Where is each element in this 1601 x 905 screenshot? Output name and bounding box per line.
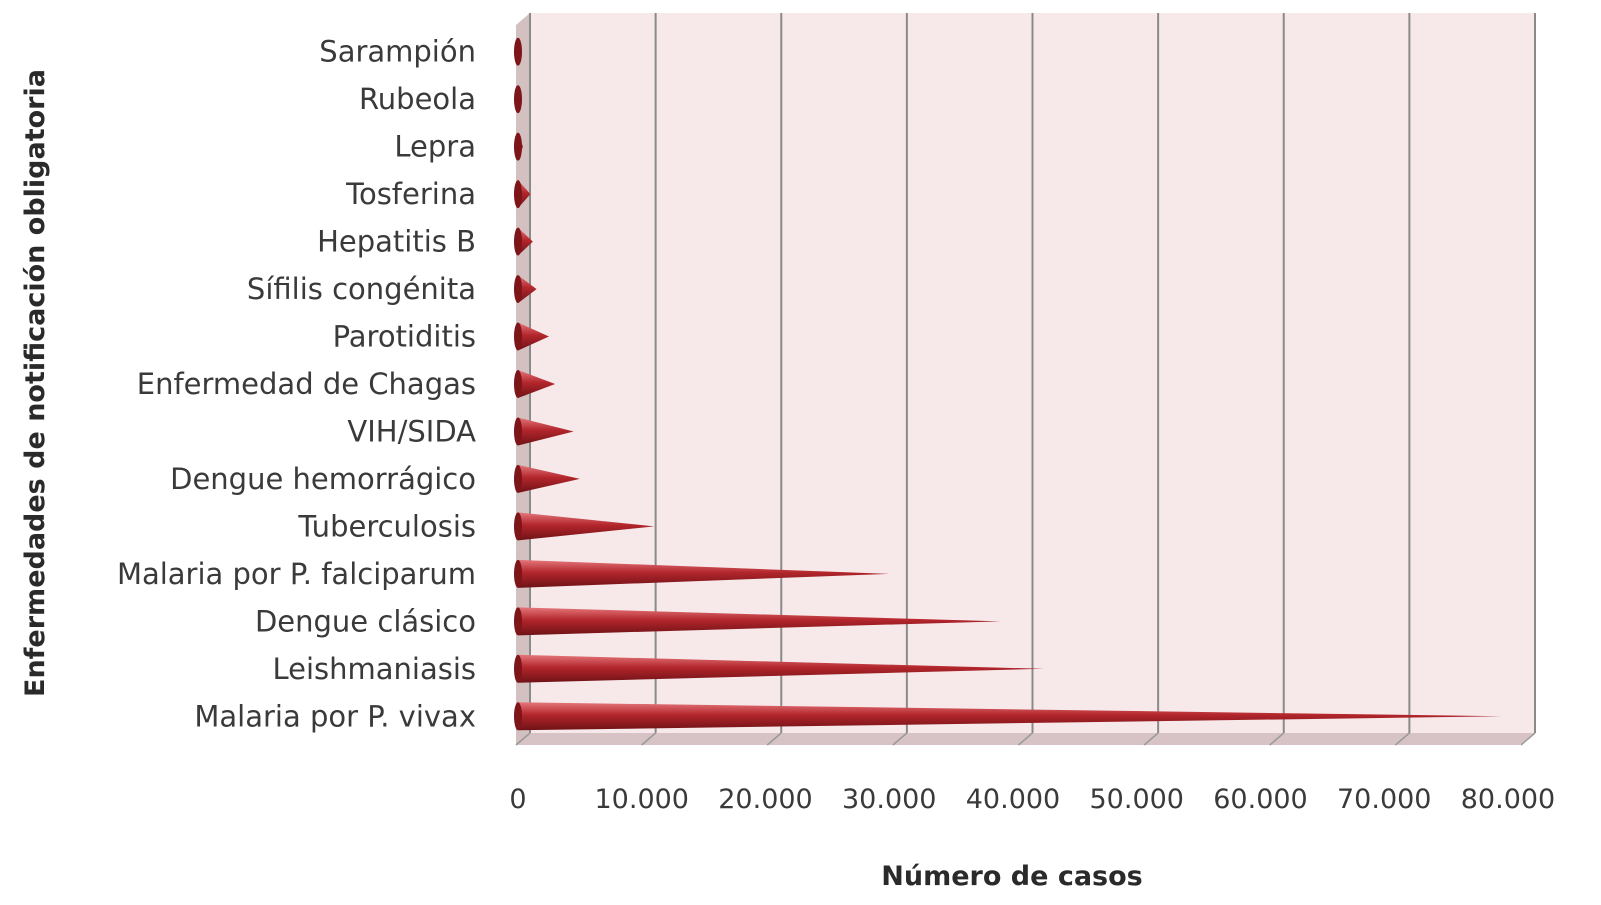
bar-cone-base: [514, 37, 522, 66]
x-tick-label-1: 10.000: [595, 784, 689, 815]
bar-8: [514, 417, 574, 446]
category-label-11: Malaria por P. falciparum: [117, 557, 476, 591]
bar-cone: [518, 654, 1044, 683]
bar-cone-base: [514, 132, 522, 161]
bar-cone: [518, 607, 1001, 636]
bar-14: [514, 702, 1502, 731]
bar-cone-base: [514, 559, 522, 588]
x-tick-label-5: 50.000: [1090, 784, 1184, 815]
category-label-1: Rubeola: [359, 82, 476, 116]
bar-cone-base: [514, 417, 522, 446]
bar-12: [514, 607, 1001, 636]
floor-tick-1: [641, 732, 657, 746]
floor-tick-0: [515, 732, 531, 746]
floor-tick-5: [1143, 732, 1159, 746]
bar-cone-base: [514, 180, 522, 209]
bar-2: [514, 132, 523, 161]
bar-cone-base: [514, 322, 522, 351]
floor-tick-3: [892, 732, 908, 746]
x-tick-label-3: 30.000: [842, 784, 936, 815]
bar-cone: [518, 370, 556, 398]
bar-cone-base: [514, 512, 522, 541]
category-label-0: Sarampión: [319, 35, 476, 69]
floor-tick-4: [1018, 732, 1033, 746]
category-label-5: Sífilis congénita: [247, 272, 476, 306]
plot-area: [516, 13, 1535, 745]
floor-tick-6: [1269, 732, 1285, 746]
bar-cone: [518, 227, 533, 256]
floor-tick-7: [1394, 732, 1410, 746]
x-tick-label-6: 60.000: [1213, 784, 1307, 815]
category-labels: Sarampión Rubeola Lepra Tosferina Hepatitis …: [117, 35, 476, 734]
x-tick-label-4: 40.000: [966, 784, 1060, 815]
bar-cone-base: [514, 275, 522, 304]
bar-3: [514, 180, 531, 209]
y-axis-title: Enfermedades de notificación obligatoria: [20, 69, 51, 697]
category-label-13: Leishmaniasis: [272, 652, 476, 686]
gridlines: [515, 13, 1536, 746]
bar-cone: [518, 322, 549, 351]
category-label-14: Malaria por P. vivax: [194, 699, 476, 733]
category-label-3: Tosferina: [345, 177, 476, 211]
bar-1: [514, 85, 522, 114]
x-tick-label-8: 80.000: [1461, 784, 1555, 815]
bar-cone-base: [514, 85, 522, 114]
category-label-4: Hepatitis B: [317, 225, 476, 259]
bar-cone-base: [514, 370, 522, 398]
bar-cone-base: [514, 464, 522, 493]
x-tick-labels: 0 10.000 20.000 30.000 40.000 50.000 60.000 70.…: [509, 784, 1555, 815]
bar-cone: [518, 275, 537, 304]
bar-cone: [518, 512, 655, 541]
bar-cone-base: [514, 654, 522, 683]
category-label-2: Lepra: [394, 130, 476, 164]
bar-cone: [518, 417, 574, 446]
bar-cone: [518, 464, 580, 493]
bars: [514, 37, 1502, 731]
bar-11: [514, 559, 890, 588]
bar-5: [514, 275, 537, 304]
category-label-8: VIH/SIDA: [347, 414, 476, 448]
bar-cone-base: [514, 702, 522, 731]
bar-10: [514, 512, 655, 541]
bar-cone: [518, 559, 890, 588]
category-label-10: Tuberculosis: [297, 509, 476, 543]
bar-cone-base: [514, 227, 522, 256]
bar-4: [514, 227, 533, 256]
x-tick-label-7: 70.000: [1337, 784, 1431, 815]
bar-7: [514, 370, 556, 398]
floor-tick-8: [1520, 732, 1536, 746]
category-label-9: Dengue hemorrágico: [170, 462, 476, 496]
bar-9: [514, 464, 580, 493]
x-axis-title: Número de casos: [881, 861, 1142, 892]
category-label-12: Dengue clásico: [255, 604, 476, 638]
category-label-6: Parotiditis: [333, 320, 476, 354]
bar-cone-base: [514, 607, 522, 636]
category-label-7: Enfermedad de Chagas: [137, 367, 476, 401]
bar-6: [514, 322, 549, 351]
bar-13: [514, 654, 1044, 683]
floor-tick-2: [766, 732, 782, 746]
bar-cone: [518, 702, 1502, 731]
bar-0: [514, 37, 522, 66]
x-tick-label-0: 0: [509, 784, 526, 815]
x-tick-label-2: 20.000: [718, 784, 812, 815]
